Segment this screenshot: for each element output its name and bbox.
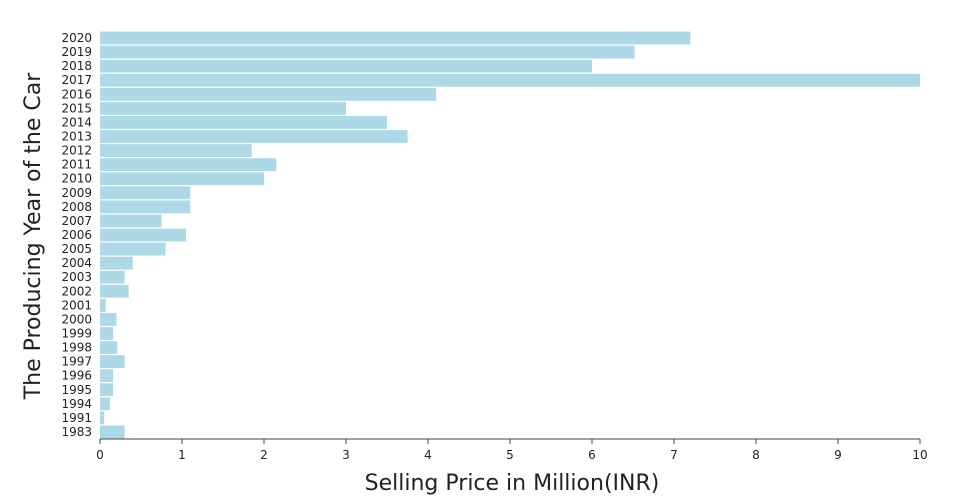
- bar-1996: [100, 369, 114, 383]
- y-tick-label-2012: 2012: [61, 144, 92, 158]
- bar-2006: [100, 228, 187, 242]
- y-tick-label-2019: 2019: [61, 45, 92, 59]
- y-tick-label-1991: 1991: [61, 411, 92, 425]
- bar-2011: [100, 158, 277, 172]
- y-tick-labels: 2020201920182017201620152014201320122011…: [61, 31, 92, 439]
- x-tick-label-5: 5: [506, 448, 514, 462]
- bar-2014: [100, 116, 387, 129]
- x-tick-label-9: 9: [834, 448, 842, 462]
- bar-2012: [100, 144, 252, 158]
- bar-2001: [100, 298, 106, 312]
- y-tick-label-2010: 2010: [61, 172, 92, 186]
- bar-2015: [100, 101, 346, 115]
- y-tick-label-2004: 2004: [61, 256, 92, 270]
- y-tick-label-2017: 2017: [61, 73, 92, 87]
- y-tick-label-2001: 2001: [61, 298, 92, 312]
- y-tick-label-1996: 1996: [61, 369, 92, 383]
- y-tick-label-2015: 2015: [61, 101, 92, 115]
- y-tick-label-2007: 2007: [61, 214, 92, 228]
- x-tick-label-3: 3: [342, 448, 350, 462]
- bar-2009: [100, 186, 191, 200]
- y-tick-label-2006: 2006: [61, 228, 92, 242]
- x-tick-labels: 0 1 2 3 4 5 6 7 8 9 10: [96, 439, 928, 462]
- bar-1994: [100, 397, 110, 411]
- x-tick-label-2: 2: [260, 448, 268, 462]
- bar-2013: [100, 130, 408, 143]
- x-tick-label-8: 8: [752, 448, 760, 462]
- bar-2018: [100, 59, 592, 73]
- y-tick-label-2016: 2016: [61, 87, 92, 101]
- y-tick-label-1994: 1994: [61, 397, 92, 411]
- bar-2003: [100, 270, 125, 284]
- y-tick-label-2009: 2009: [61, 186, 92, 200]
- bar-1983: [100, 425, 125, 439]
- bars-layer: [100, 31, 920, 439]
- y-tick-label-2018: 2018: [61, 59, 92, 73]
- y-tick-label-2014: 2014: [61, 115, 92, 129]
- y-tick-label-1998: 1998: [61, 341, 92, 355]
- y-tick-label-1997: 1997: [61, 355, 92, 369]
- bar-1998: [100, 341, 118, 354]
- bar-2002: [100, 284, 129, 298]
- bar-1999: [100, 327, 114, 340]
- bar-2007: [100, 214, 162, 228]
- x-axis-title: Selling Price in Million(INR): [365, 471, 660, 496]
- x-tick-label-4: 4: [424, 448, 432, 462]
- bar-2019: [100, 45, 635, 59]
- bar-2008: [100, 200, 191, 214]
- x-tick-label-0: 0: [96, 448, 104, 462]
- bar-1997: [100, 355, 125, 369]
- bar-2000: [100, 312, 117, 326]
- bar-2020: [100, 31, 691, 45]
- bar-2016: [100, 87, 437, 101]
- y-tick-label-2000: 2000: [61, 312, 92, 326]
- y-tick-label-2011: 2011: [61, 158, 92, 172]
- y-tick-label-1999: 1999: [61, 326, 92, 340]
- bar-1991: [100, 411, 105, 425]
- y-tick-label-1983: 1983: [61, 425, 92, 439]
- y-tick-label-2020: 2020: [61, 31, 92, 45]
- y-axis-title: The Producing Year of the Car: [21, 72, 46, 401]
- bar-2004: [100, 256, 133, 270]
- bar-2010: [100, 172, 264, 186]
- y-tick-label-2002: 2002: [61, 284, 92, 298]
- y-tick-label-2003: 2003: [61, 270, 92, 284]
- x-tick-label-6: 6: [588, 448, 596, 462]
- bar-1995: [100, 383, 114, 397]
- x-tick-label-7: 7: [670, 448, 678, 462]
- y-tick-label-2005: 2005: [61, 242, 92, 256]
- x-tick-label-1: 1: [178, 448, 186, 462]
- x-tick-label-10: 10: [912, 448, 927, 462]
- y-tick-label-1995: 1995: [61, 383, 92, 397]
- y-tick-label-2013: 2013: [61, 130, 92, 144]
- bar-2005: [100, 242, 166, 256]
- bar-2017: [100, 73, 920, 87]
- y-tick-label-2008: 2008: [61, 200, 92, 214]
